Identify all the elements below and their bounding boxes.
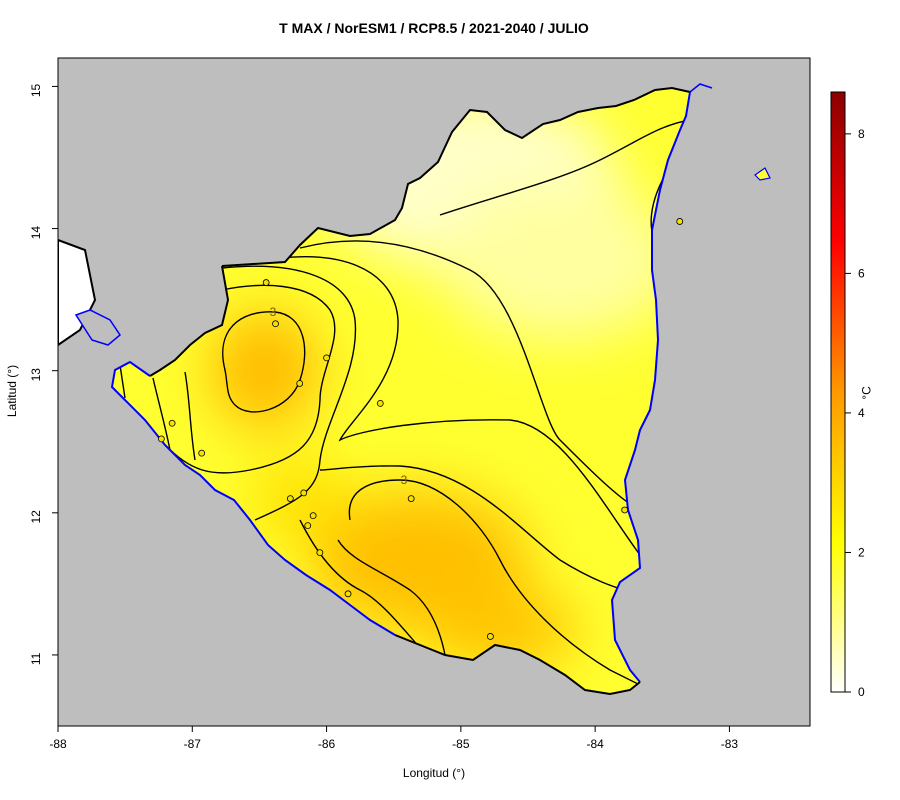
station-marker [168,419,176,427]
map-title: T MAX / NorESM1 / RCP8.5 / 2021-2040 / J… [279,20,589,36]
contour-3-north [222,311,306,413]
contour-west-2 [184,371,196,461]
station-marker [344,590,352,598]
plot-frame [57,57,811,727]
contour-2-8-south [319,465,641,596]
colorbar-tick-label: 4 [858,406,865,420]
colorbar-tick-label: 8 [858,127,865,141]
y-axis: 11 12 13 14 15 [29,83,58,665]
contour-2-4 [254,256,641,556]
x-tick-label: -88 [49,737,67,751]
station-marker [296,380,304,387]
contour-west-stub [119,364,126,399]
station-marker [621,506,629,514]
gulf-of-fonseca [74,309,121,346]
costa-rica-border [394,634,641,696]
station-marker [486,633,494,640]
station-marker [286,495,294,502]
station-marker [262,279,270,286]
station-marker [304,522,312,529]
contour-3-south [348,479,641,686]
station-marker [676,218,684,225]
station-marker [316,549,324,557]
station-marker [300,489,308,497]
contour-2-6 [221,265,357,521]
station-marker [198,449,206,457]
station-marker [157,435,165,443]
contour-1-8 [439,119,690,216]
x-axis: -88 -87 -86 -85 -84 -83 [49,726,738,751]
station-marker [272,320,279,328]
x-tick-label: -85 [452,737,470,751]
colorbar-tick-label: 0 [858,685,865,699]
colorbar [830,91,846,693]
corn-islands [754,167,771,181]
station-marker [376,399,384,407]
station-marker [323,354,330,362]
colorbar-tick-label: 6 [858,266,865,280]
cape-coast [689,83,713,93]
contour-3-1 [337,539,446,656]
x-axis-label: Longitud (°) [402,766,466,780]
y-tick-label: 15 [29,83,43,97]
y-tick-label: 11 [29,652,43,665]
caribbean-coast [610,91,691,683]
contour-2-2 [299,240,641,511]
country-outline [74,83,771,696]
contour-west-3 [152,377,171,451]
x-tick-label: -83 [721,737,739,751]
pacific-coast [110,360,396,636]
colorbar-axis: 0 2 4 6 8 [845,127,865,699]
y-tick-label: 13 [29,368,43,382]
station-markers [157,218,684,640]
station-marker [309,512,317,520]
x-tick-label: -86 [318,737,336,751]
station-marker [407,495,415,502]
contour-2-8 [164,284,336,474]
contour-label: 3 [270,305,277,319]
honduras-border [221,86,691,267]
fonseca-border [149,265,230,377]
contour-label: 3 [401,473,408,487]
x-tick-label: -87 [184,737,202,751]
colorbar-tick-label: 2 [858,545,865,559]
x-tick-label: -84 [586,737,604,751]
y-tick-label: 14 [29,226,43,240]
y-tick-label: 12 [29,510,43,524]
